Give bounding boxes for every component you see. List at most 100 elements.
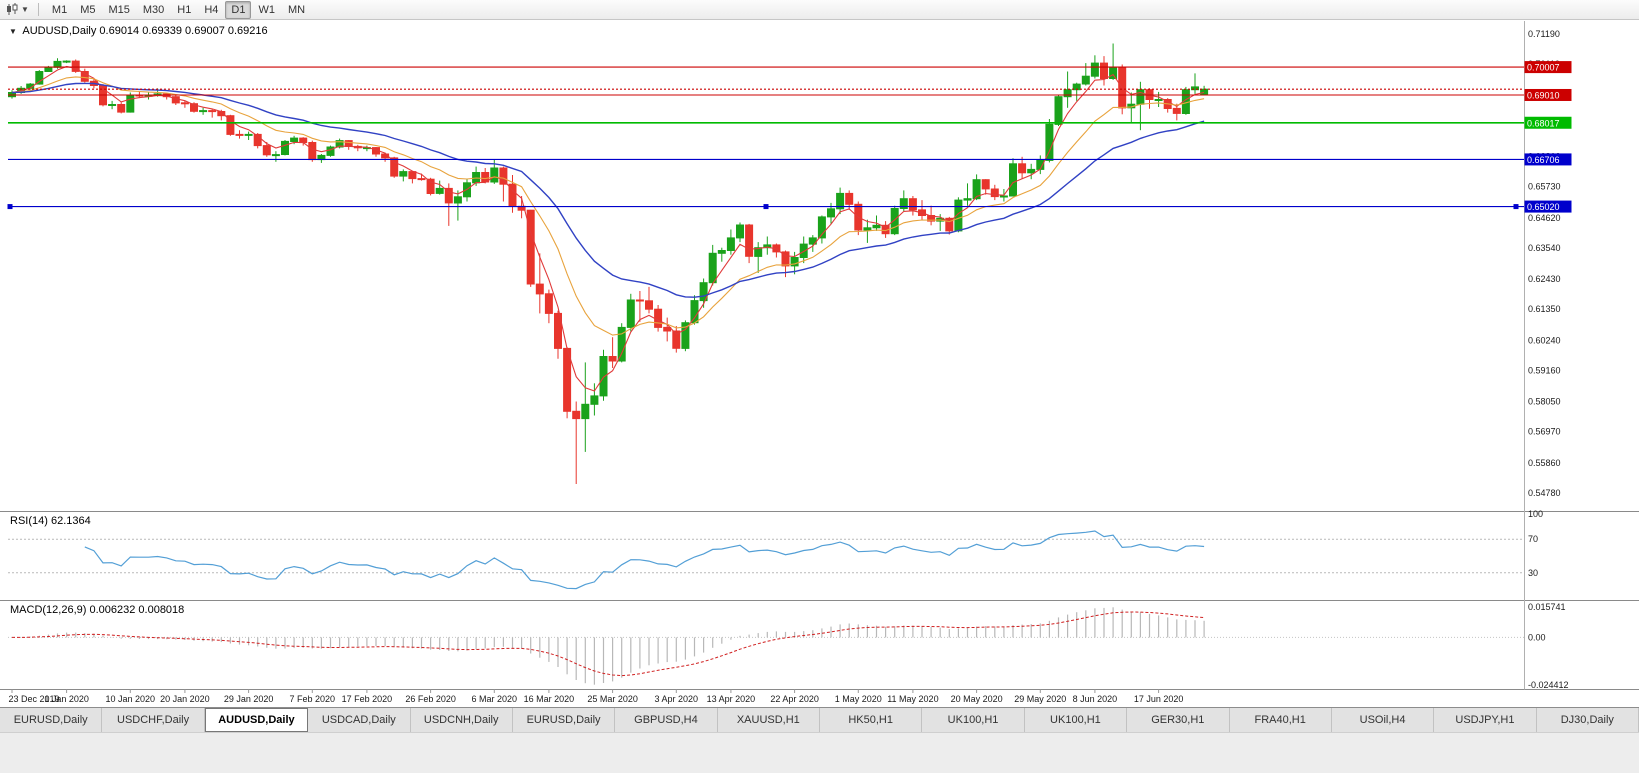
candle: [381, 152, 390, 162]
price-axis-label: 0.58050: [1528, 397, 1561, 407]
price-axis-label: 0.62430: [1528, 274, 1561, 284]
candle: [244, 131, 253, 140]
price-badge-label: 0.65020: [1527, 202, 1560, 212]
hline-handle[interactable]: [763, 204, 769, 210]
candle: [918, 200, 926, 220]
tab-5-EURUSD-Daily[interactable]: EURUSD,Daily: [512, 708, 616, 732]
tab-11-GER30-H1[interactable]: GER30,H1: [1127, 708, 1230, 732]
tab-6-GBPUSD-H4[interactable]: GBPUSD,H4: [615, 708, 718, 732]
price-badge: [1524, 200, 1572, 213]
price-badge-label: 0.66706: [1527, 155, 1560, 165]
candle: [554, 310, 562, 359]
candle: [817, 215, 826, 244]
candle: [1009, 158, 1017, 197]
timeframe-button-MN[interactable]: MN: [287, 3, 306, 16]
price-axis-label: 0.63540: [1528, 243, 1561, 253]
candle: [235, 130, 244, 139]
price-axis-label: 0.59160: [1528, 366, 1561, 376]
candle: [453, 190, 462, 221]
date-label: 1 Jan 2020: [44, 694, 89, 704]
toolbar: ▼ M1 M5 M15 M30 H1 H4 D1 W1 MN: [0, 0, 1639, 20]
timeframe-button-M5[interactable]: M5: [80, 3, 96, 16]
candle: [763, 236, 772, 255]
price-axis-label: 0.61350: [1528, 304, 1561, 314]
tab-2-AUDUSD-Daily[interactable]: AUDUSD,Daily: [204, 708, 309, 732]
tab-14-USDJPY-H1[interactable]: USDJPY,H1: [1434, 708, 1537, 732]
price-badge-label: 0.70007: [1527, 63, 1560, 73]
candle: [399, 169, 408, 182]
candle: [1100, 56, 1108, 86]
timeframe-button-H4[interactable]: H4: [204, 3, 219, 16]
candle: [435, 180, 444, 195]
timeframe-button-H1[interactable]: H1: [177, 3, 192, 16]
chart-tabs: EURUSD,Daily USDCHF,Daily AUDUSD,Daily USDC…: [0, 707, 1639, 732]
chart-type-dropdown-icon[interactable]: ▼: [21, 5, 29, 14]
hline-handle[interactable]: [7, 204, 13, 210]
candle: [180, 100, 189, 108]
tab-0-EURUSD-Daily[interactable]: EURUSD,Daily: [0, 708, 103, 732]
macd-axis-label: 0.00: [1528, 632, 1546, 642]
candlestick-chart-icon[interactable]: [5, 2, 19, 18]
candle: [8, 90, 16, 99]
price-axis-label: 0.60240: [1528, 335, 1561, 345]
ma-line-26: [11, 82, 1205, 298]
candle: [981, 179, 990, 195]
date-label: 8 Jun 2020: [1073, 694, 1118, 704]
timeframe-button-M30[interactable]: M30: [142, 3, 165, 16]
candle: [62, 60, 71, 64]
date-label: 29 May 2020: [1014, 694, 1066, 704]
candle: [308, 140, 317, 162]
candle: [1154, 91, 1163, 107]
candle: [972, 174, 981, 201]
candle: [117, 102, 126, 114]
tab-15-DJ30-Daily[interactable]: DJ30,Daily: [1536, 708, 1639, 732]
candle: [281, 140, 289, 156]
tab-10-UK100-H1[interactable]: UK100,H1: [1024, 708, 1128, 732]
price-axis[interactable]: [1525, 21, 1639, 689]
hline-handle[interactable]: [1513, 204, 1519, 210]
candle: [963, 183, 972, 206]
macd-axis-label: 0.015741: [1528, 602, 1566, 612]
candle: [262, 142, 271, 157]
price-badge-label: 0.69010: [1527, 90, 1560, 100]
tab-9-UK100-H1[interactable]: UK100,H1: [922, 708, 1025, 732]
tab-12-FRA40-H1[interactable]: FRA40,H1: [1229, 708, 1332, 732]
candle: [1081, 63, 1090, 86]
candle: [635, 291, 644, 322]
timeframe-button-M15[interactable]: M15: [108, 3, 130, 16]
macd-label: MACD(12,26,9) 0.006232 0.008018: [10, 604, 184, 616]
timeframe-button-D1[interactable]: D1: [225, 0, 252, 19]
candle: [945, 216, 954, 235]
date-label: 11 May 2020: [887, 694, 938, 704]
tab-8-HK50-H1[interactable]: HK50,H1: [820, 708, 923, 732]
tab-4-USDCNH-Daily[interactable]: USDCNH,Daily: [410, 708, 513, 732]
candle: [672, 326, 681, 353]
timeframe-button-W1[interactable]: W1: [258, 3, 275, 16]
candle: [499, 166, 508, 202]
date-label: 25 Mar 2020: [587, 694, 638, 704]
tab-1-USDCHF-Daily[interactable]: USDCHF,Daily: [102, 708, 205, 732]
time-axis[interactable]: [0, 690, 1639, 707]
candle: [80, 68, 89, 83]
chart-canvas[interactable]: 0.711900.701100.690000.679200.668100.657…: [0, 21, 1639, 707]
candle: [1191, 73, 1199, 94]
price-badge-label: 0.68017: [1527, 118, 1560, 128]
date-label: 17 Jun 2020: [1134, 694, 1184, 704]
candle: [681, 320, 690, 352]
tab-3-USDCAD-Daily[interactable]: USDCAD,Daily: [308, 708, 411, 732]
timeframe-button-M1[interactable]: M1: [51, 3, 68, 16]
candle: [544, 289, 553, 324]
date-label: 1 May 2020: [835, 694, 882, 704]
price-axis-label: 0.54780: [1528, 488, 1561, 498]
candle: [1018, 156, 1027, 179]
candle: [617, 323, 626, 363]
tab-7-XAUUSD-H1[interactable]: XAUUSD,H1: [717, 708, 820, 732]
candle: [581, 362, 590, 452]
macd-axis-label: -0.024412: [1528, 680, 1569, 690]
tab-13-USOil-H4[interactable]: USOil,H4: [1331, 708, 1435, 732]
date-label: 13 Apr 2020: [707, 694, 756, 704]
candle: [1200, 85, 1209, 96]
date-label: 6 Mar 2020: [472, 694, 518, 704]
macd-histogram: [20, 607, 1205, 685]
price-badge: [1524, 61, 1572, 74]
